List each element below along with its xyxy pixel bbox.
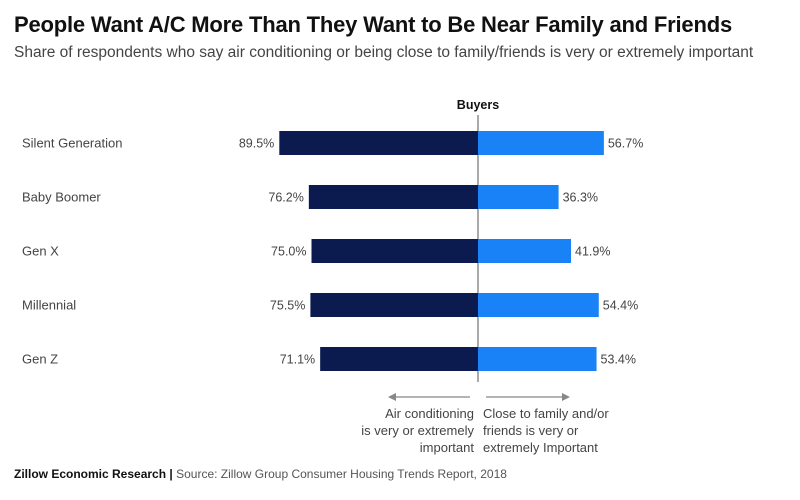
bar-right: [478, 239, 572, 263]
legend-right-line: Close to family and/or: [483, 406, 609, 421]
data-label-right: 54.4%: [603, 299, 638, 313]
legend-left-line: important: [420, 440, 475, 455]
bar-right: [478, 293, 599, 317]
data-label-right: 53.4%: [601, 353, 636, 367]
data-label-left: 71.1%: [280, 353, 315, 367]
bar-left: [308, 185, 478, 209]
chart-subtitle: Share of respondents who say air conditi…: [14, 44, 754, 61]
legend-left-line: Air conditioning: [385, 406, 474, 421]
category-label: Gen Z: [22, 352, 58, 367]
right-arrow-head: [562, 393, 570, 401]
data-label-left: 89.5%: [239, 137, 274, 151]
bar-left: [320, 347, 478, 371]
data-label-left: 75.0%: [271, 245, 306, 259]
bar-left: [310, 293, 478, 317]
footer-source: Source: Zillow Group Consumer Housing Tr…: [176, 467, 507, 481]
bar-right: [478, 347, 597, 371]
data-label-right: 56.7%: [608, 137, 643, 151]
bar-right: [478, 131, 604, 155]
data-label-left: 76.2%: [268, 191, 303, 205]
bar-right: [478, 185, 559, 209]
bar-left: [311, 239, 478, 263]
bar-left: [279, 131, 478, 155]
category-label: Baby Boomer: [22, 190, 101, 205]
category-label: Silent Generation: [22, 136, 122, 151]
data-label-left: 75.5%: [270, 299, 305, 313]
legend-right-line: extremely Important: [483, 440, 598, 455]
category-label: Gen X: [22, 244, 59, 259]
footer-brand: Zillow Economic Research |: [14, 467, 173, 481]
center-label: Buyers: [457, 98, 499, 112]
footer: Zillow Economic Research | Source: Zillo…: [14, 467, 507, 481]
data-label-right: 36.3%: [563, 191, 598, 205]
legend-right-line: friends is very or: [483, 423, 579, 438]
legend-left-line: is very or extremely: [361, 423, 474, 438]
chart-title: People Want A/C More Than They Want to B…: [14, 12, 732, 37]
category-label: Millennial: [22, 298, 76, 313]
data-label-right: 41.9%: [575, 245, 610, 259]
left-arrow-head: [388, 393, 396, 401]
